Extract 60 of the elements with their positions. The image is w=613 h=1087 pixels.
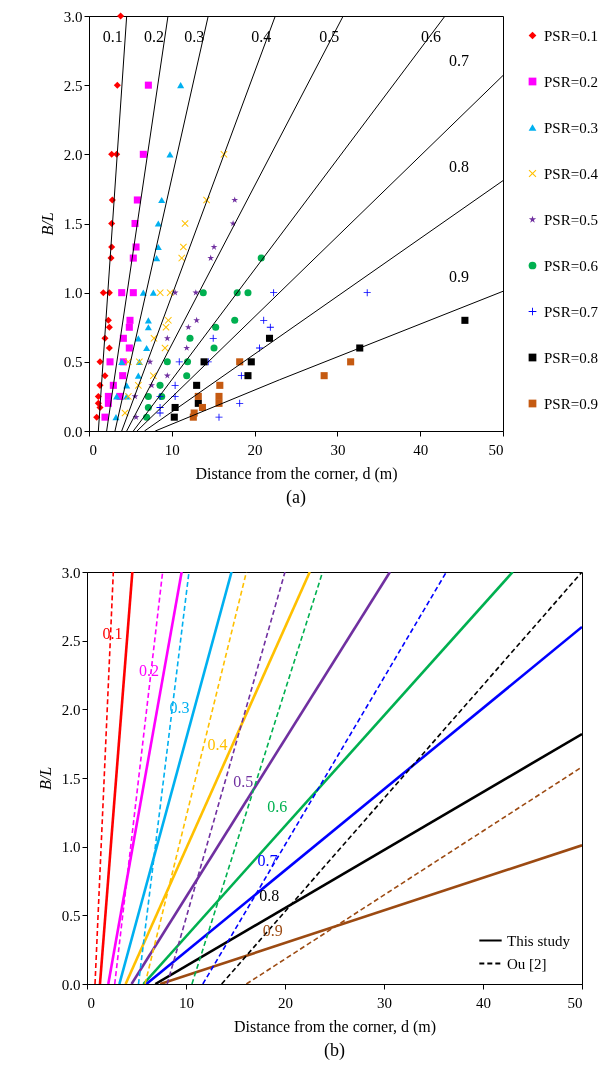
legend-label: PSR=0.6 bbox=[544, 257, 599, 274]
annotation: This study bbox=[507, 932, 571, 949]
y-tick-label: 2.0 bbox=[63, 146, 83, 163]
y-tick-label: 0.5 bbox=[63, 354, 83, 371]
legend-label: PSR=0.2 bbox=[544, 73, 598, 90]
x-tick-label: 20 bbox=[247, 441, 263, 458]
x-tick-label: 10 bbox=[179, 994, 194, 1011]
annotation: 0.8 bbox=[449, 157, 469, 175]
y-tick-label: 1.5 bbox=[61, 770, 81, 787]
x-tick-label: 0 bbox=[89, 441, 97, 458]
annotation: 0.4 bbox=[251, 28, 272, 45]
annotation: 0.9 bbox=[449, 268, 469, 286]
legend-label: PSR=0.9 bbox=[544, 395, 598, 412]
x-tick-label: 30 bbox=[330, 441, 346, 458]
y-tick-label: 3.0 bbox=[61, 564, 81, 581]
legend-label: PSR=0.5 bbox=[544, 211, 598, 228]
x-tick-label: 50 bbox=[488, 441, 504, 458]
x-axis-title: Distance from the corner, d (m) bbox=[195, 464, 398, 483]
y-axis-title: B/L bbox=[36, 766, 54, 791]
annotation: 0.2 bbox=[139, 661, 160, 679]
x-tick-label: 30 bbox=[377, 994, 392, 1011]
y-tick-label: 3.0 bbox=[63, 8, 83, 25]
annotation: 0.1 bbox=[102, 624, 123, 642]
annotation: 0.2 bbox=[143, 28, 164, 45]
annotation: 0.5 bbox=[319, 28, 340, 45]
y-tick-label: 2.0 bbox=[61, 701, 81, 718]
y-tick-label: 1.5 bbox=[63, 216, 83, 232]
legend-label: PSR=0.4 bbox=[544, 165, 599, 182]
x-tick-label: 20 bbox=[278, 994, 293, 1011]
annotation: 0.7 bbox=[257, 851, 278, 869]
legend-label: PSR=0.3 bbox=[544, 119, 598, 136]
y-tick-label: 2.5 bbox=[61, 633, 81, 650]
annotation: 0.5 bbox=[233, 773, 254, 791]
x-tick-label: 50 bbox=[567, 994, 583, 1011]
y-tick-label: 2.5 bbox=[63, 77, 83, 94]
x-tick-label: 40 bbox=[413, 441, 429, 458]
annotation: 0.1 bbox=[102, 28, 123, 45]
x-tick-label: 40 bbox=[476, 994, 491, 1011]
legend-label: PSR=0.7 bbox=[544, 303, 599, 320]
annotation: 0.9 bbox=[262, 921, 283, 939]
y-axis-title: B/L bbox=[38, 212, 56, 236]
legend-label: PSR=0.8 bbox=[544, 349, 598, 366]
y-tick-label: 1.0 bbox=[63, 285, 83, 302]
text: (b) bbox=[324, 1040, 345, 1061]
annotation: 0.8 bbox=[259, 887, 280, 905]
annotation: 0.3 bbox=[169, 698, 190, 716]
x-axis-title: Distance from the corner, d (m) bbox=[234, 1017, 436, 1036]
annotation: 0.7 bbox=[449, 52, 469, 70]
annotation: 0.6 bbox=[267, 798, 288, 816]
y-tick-label: 0.0 bbox=[61, 976, 81, 993]
x-tick-label: 10 bbox=[164, 441, 180, 458]
annotation: 0.3 bbox=[184, 28, 205, 45]
text: (a) bbox=[286, 487, 306, 508]
x-tick-label: 0 bbox=[87, 994, 95, 1011]
annotation: Ou [2] bbox=[507, 955, 547, 972]
y-tick-label: 1.0 bbox=[61, 839, 81, 856]
annotation: 0.4 bbox=[207, 736, 228, 754]
legend-label: PSR=0.1 bbox=[544, 27, 598, 44]
y-tick-label: 0.5 bbox=[61, 907, 81, 924]
y-tick-label: 0.0 bbox=[63, 423, 83, 440]
